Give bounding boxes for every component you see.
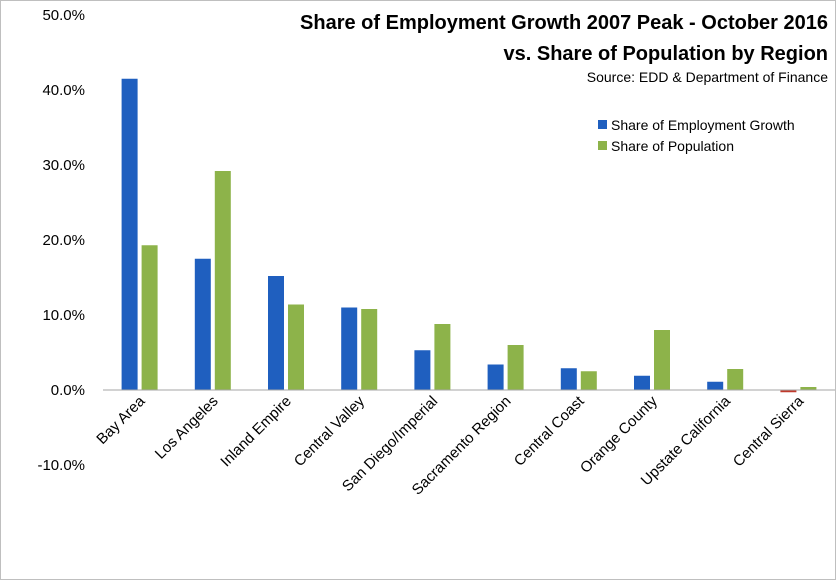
y-tick-label: 10.0% <box>42 307 85 324</box>
category-label: Los Angeles <box>152 393 222 463</box>
bar-employment-growth <box>487 364 504 390</box>
bar-employment-growth <box>341 307 358 390</box>
category-label: Inland Empire <box>217 393 294 470</box>
bar-population <box>434 324 451 390</box>
bar-population <box>800 387 817 390</box>
y-tick-label: 0.0% <box>51 382 85 399</box>
category-label: Orange County <box>577 392 661 476</box>
y-axis: 50.0% 40.0% 30.0% 20.0% 10.0% 0.0% -10.0% <box>37 7 85 474</box>
y-tick-label: -10.0% <box>37 457 85 474</box>
legend-label: Share of Employment Growth <box>611 117 795 133</box>
bar-employment-growth <box>414 350 431 390</box>
bar-population <box>580 371 597 390</box>
legend-label: Share of Population <box>611 138 734 154</box>
chart-title-line2: vs. Share of Population by Region <box>504 43 828 65</box>
legend-swatch <box>598 120 607 129</box>
bar-employment-growth <box>560 368 577 390</box>
chart-source: Source: EDD & Department of Finance <box>587 69 828 85</box>
bar-population <box>141 245 158 390</box>
bar-population <box>361 309 378 390</box>
y-tick-label: 40.0% <box>42 82 85 99</box>
bar-employment-growth <box>268 276 284 390</box>
y-tick-label: 20.0% <box>42 232 85 249</box>
y-tick-label: 50.0% <box>42 7 85 24</box>
bar-employment-growth <box>634 375 650 390</box>
bar-employment-growth <box>707 381 724 390</box>
bar-population <box>507 345 524 390</box>
category-label: Central Sierra <box>730 392 808 470</box>
category-label: Bay Area <box>93 392 149 448</box>
bar-population <box>288 304 304 390</box>
bar-employment-growth <box>121 78 138 390</box>
chart-title-line1: Share of Employment Growth 2007 Peak - O… <box>300 12 828 34</box>
legend-swatch <box>598 141 607 150</box>
bar-population <box>727 369 744 390</box>
category-label: Central Coast <box>511 392 588 469</box>
bar-population <box>654 330 670 390</box>
category-label: Central Valley <box>291 392 369 470</box>
bar-population <box>214 171 231 390</box>
bars <box>121 78 817 393</box>
legend: Share of Employment Growth Share of Popul… <box>598 117 795 154</box>
y-tick-label: 30.0% <box>42 157 85 174</box>
bar-employment-growth <box>780 390 797 393</box>
bar-employment-growth <box>194 258 211 390</box>
